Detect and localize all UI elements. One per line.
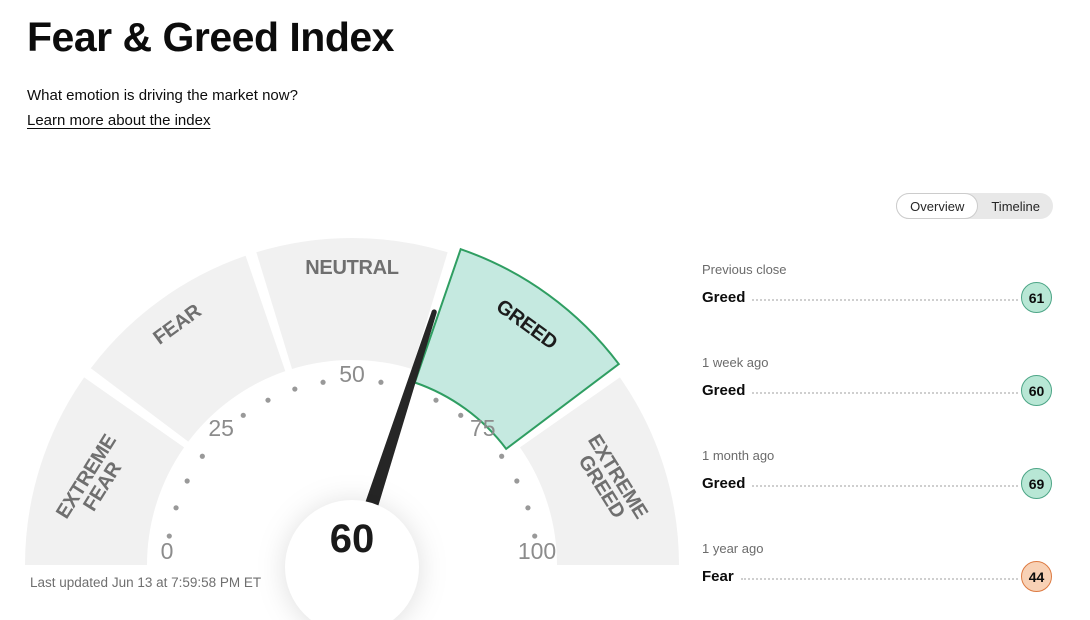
gauge-tick-dot (292, 386, 298, 392)
gauge-tick-label-50: 50 (339, 361, 365, 387)
fear-greed-gauge: EXTREMEFEARFEARNEUTRALGREEDEXTREMEGREED0… (25, 237, 679, 620)
gauge-segment-fear (90, 255, 286, 442)
gauge-tick-dot (166, 533, 172, 539)
value-badge: 61 (1021, 282, 1052, 313)
gauge-tick-dot (199, 453, 205, 459)
gauge-segment-extreme-fear (25, 377, 185, 565)
gauge-segment-greed (413, 247, 621, 451)
gauge-tick-dot (265, 397, 271, 403)
gauge-tick-dot (433, 397, 439, 403)
gauge-tick-label-100: 100 (518, 538, 556, 564)
gauge-tick-dot (525, 505, 531, 511)
gauge-tick-dot (173, 505, 179, 511)
history-row: Previous close Greed 61 (702, 262, 1052, 313)
history-sentiment: Fear (702, 567, 734, 585)
gauge-tick-label-75: 75 (470, 415, 496, 441)
view-toggle: Overview Timeline (896, 193, 1053, 219)
gauge-tick-dot (458, 412, 464, 418)
history-row: 1 year ago Fear 44 (702, 541, 1052, 592)
gauge-needle-tip (431, 309, 437, 315)
dotted-leader (752, 391, 1018, 394)
gauge-tick-dot (320, 379, 326, 385)
learn-more-link[interactable]: Learn more about the index (27, 112, 211, 129)
dotted-leader (752, 298, 1018, 301)
history-sentiment: Greed (702, 381, 746, 399)
dotted-leader (752, 484, 1018, 487)
gauge-tick-dot (499, 453, 505, 459)
gauge-tick-label-0: 0 (161, 538, 174, 564)
value-badge: 44 (1021, 561, 1052, 592)
history-row: 1 week ago Greed 60 (702, 355, 1052, 406)
gauge-segment-neutral (256, 237, 448, 369)
value-badge: 60 (1021, 375, 1052, 406)
history-row: 1 month ago Greed 69 (702, 448, 1052, 499)
gauge-tick-dot (240, 412, 246, 418)
history-period: 1 week ago (702, 355, 769, 370)
gauge-tick-dot (378, 379, 384, 385)
history-period: 1 month ago (702, 448, 775, 463)
history-panel: Previous close Greed 61 1 week ago Greed… (702, 262, 1052, 620)
gauge-segment-extreme-greed (519, 377, 679, 565)
gauge-center (285, 500, 419, 620)
page-title: Fear & Greed Index (27, 14, 394, 60)
gauge-tick-dot (532, 533, 538, 539)
header: Fear & Greed Index What emotion is drivi… (27, 14, 394, 130)
history-period: 1 year ago (702, 541, 764, 556)
value-badge: 69 (1021, 468, 1052, 499)
gauge-value: 60 (330, 517, 375, 561)
subtitle: What emotion is driving the market now? (27, 87, 298, 104)
dotted-leader (740, 577, 1018, 580)
gauge: EXTREMEFEAR FEAR NEUTRAL GREED EXTREMEGREED 0… (20, 228, 700, 620)
gauge-tick-label-25: 25 (208, 415, 234, 441)
history-sentiment: Greed (702, 288, 746, 306)
tab-overview[interactable]: Overview (896, 193, 979, 219)
last-updated: Last updated Jun 13 at 7:59:58 PM ET (30, 575, 262, 590)
history-sentiment: Greed (702, 474, 746, 492)
history-period: Previous close (702, 262, 787, 277)
gauge-label-neutral: NEUTRAL (305, 257, 399, 279)
tab-timeline[interactable]: Timeline (978, 193, 1053, 219)
gauge-tick-dot (514, 478, 520, 484)
gauge-tick-dot (184, 478, 190, 484)
